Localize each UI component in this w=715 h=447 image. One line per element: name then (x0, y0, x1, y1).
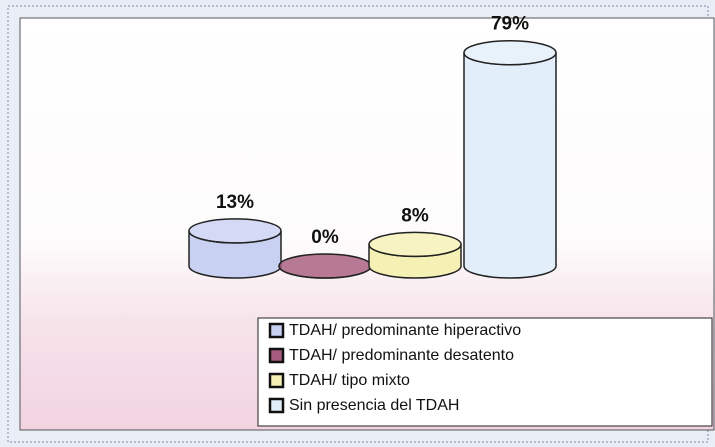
value-label: 8% (401, 205, 429, 226)
legend-marker (268, 372, 285, 389)
legend-marker (268, 397, 285, 414)
cylinder-top (188, 218, 282, 244)
cylinder-top (368, 231, 462, 258)
value-label: 79% (491, 14, 529, 35)
legend-label: Sin presencia del TDAH (289, 397, 459, 414)
legend-label: TDAH/ predominante desatento (289, 347, 514, 364)
value-label: 0% (311, 227, 339, 248)
cylinder-top (463, 39, 557, 66)
legend-label: TDAH/ tipo mixto (289, 372, 410, 389)
legend-label: TDAH/ predominante hiperactivo (289, 322, 521, 339)
legend-marker (268, 322, 285, 339)
value-label: 13% (216, 192, 254, 213)
cylinder-body (463, 52, 557, 279)
cylinder-top (278, 253, 372, 279)
legend (257, 317, 713, 427)
legend-marker (268, 347, 285, 364)
